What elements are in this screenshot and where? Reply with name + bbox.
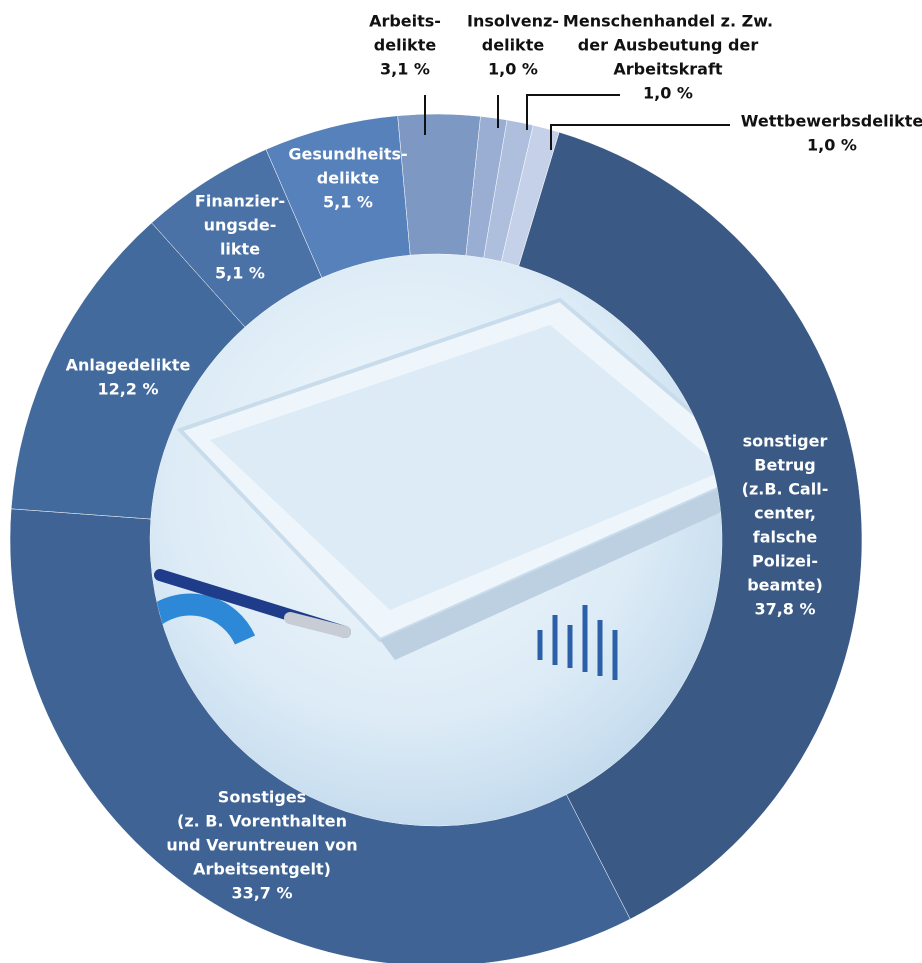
category-label: (z.B. Call- — [742, 480, 829, 499]
slices — [9, 113, 863, 963]
category-label: Anlagedelikte — [66, 356, 191, 375]
category-label: falsche — [753, 528, 818, 547]
labels: sonstiger Betrug (z.B. Call-center, falsche… — [66, 12, 922, 903]
category-label: Gesundheits- — [288, 145, 407, 164]
category-label: Sonstiges — [218, 788, 306, 807]
value-label: 1,0 % — [807, 136, 857, 155]
category-label: der Ausbeutung der — [578, 36, 759, 55]
value-label: 3,1 % — [380, 60, 430, 79]
value-label: 37,8 % — [754, 600, 815, 619]
value-label: 1,0 % — [488, 60, 538, 79]
value-label: 5,1 % — [215, 264, 265, 283]
value-label: 5,1 % — [323, 193, 373, 212]
category-label: Insolvenz- — [467, 12, 559, 31]
category-label: Wettbewerbsdelikte — [741, 112, 922, 131]
value-label: 12,2 % — [97, 380, 158, 399]
category-label: Finanzier- — [195, 192, 285, 211]
category-label: Betrug — [754, 456, 815, 475]
leader-lines — [424, 94, 730, 150]
category-label: delikte — [482, 36, 545, 55]
category-label: Arbeits- — [369, 12, 441, 31]
category-label: beamte) — [747, 576, 823, 595]
category-label: delikte — [317, 169, 380, 188]
category-label: und Veruntreuen von — [166, 836, 357, 855]
category-label: Polizei- — [752, 552, 818, 571]
value-label: 33,7 % — [231, 884, 292, 903]
center-photo — [150, 254, 722, 826]
category-label: ungsde- — [204, 216, 277, 235]
category-label: delikte — [374, 36, 437, 55]
value-label: 1,0 % — [643, 84, 693, 103]
category-label: likte — [220, 240, 260, 259]
category-label: Arbeitskraft — [613, 60, 723, 79]
category-label: (z. B. Vorenthalten — [177, 812, 347, 831]
category-label: sonstiger — [743, 432, 828, 451]
category-label: Menschenhandel z. Zw. — [563, 12, 773, 31]
category-label: Arbeitsentgelt) — [193, 860, 331, 879]
category-label: center, — [754, 504, 816, 523]
